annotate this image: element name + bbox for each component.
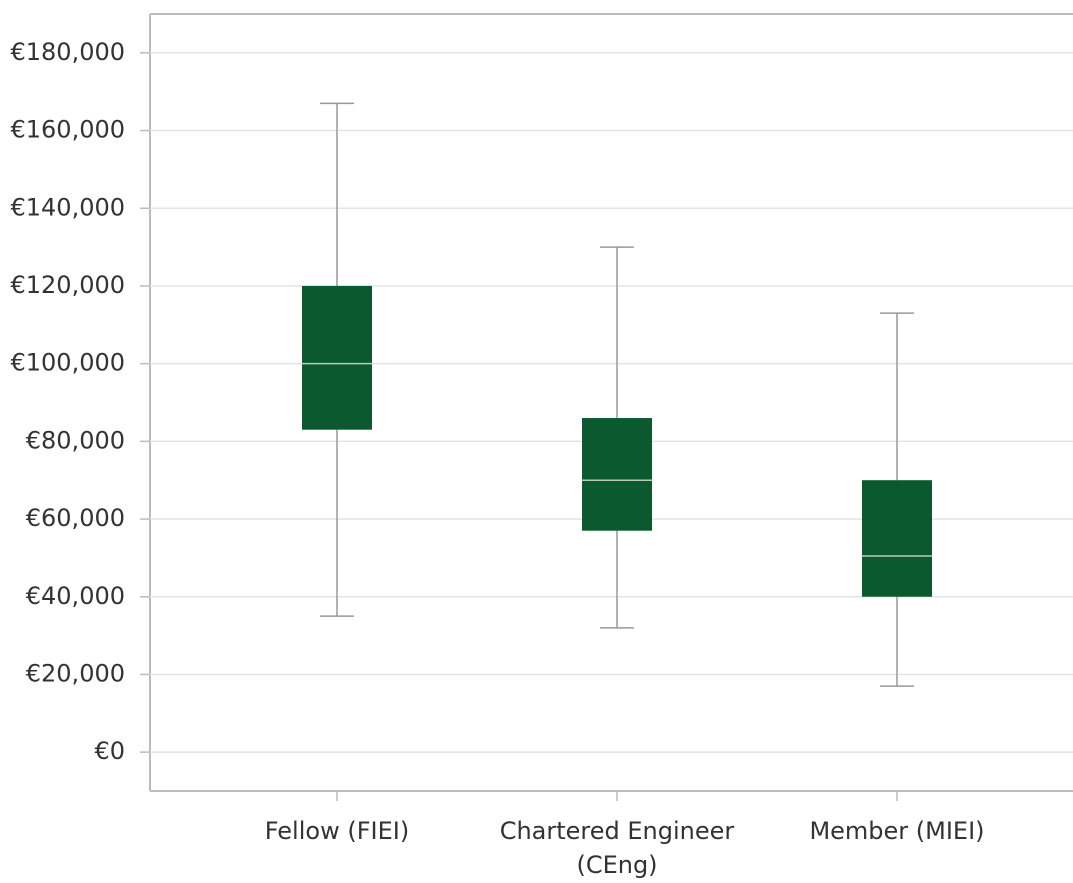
box xyxy=(582,418,652,531)
y-tick-label: €0 xyxy=(94,737,125,765)
box xyxy=(302,285,372,430)
y-tick-label: €140,000 xyxy=(10,193,125,221)
x-tick-label: Member (MIEI) xyxy=(809,817,985,845)
box xyxy=(862,480,932,597)
y-tick-label: €20,000 xyxy=(26,659,125,687)
y-tick-label: €40,000 xyxy=(26,582,125,610)
y-tick-label: €60,000 xyxy=(26,504,125,532)
x-tick-label: Chartered Engineer (CEng) xyxy=(499,817,735,879)
y-tick-label: €160,000 xyxy=(10,116,125,144)
y-tick-label: €80,000 xyxy=(26,426,125,454)
y-tick-label: €100,000 xyxy=(10,349,125,377)
y-tick-label: €120,000 xyxy=(10,271,125,299)
y-tick-label: €180,000 xyxy=(10,38,125,66)
x-tick-label: Fellow (FIEI) xyxy=(264,817,410,845)
